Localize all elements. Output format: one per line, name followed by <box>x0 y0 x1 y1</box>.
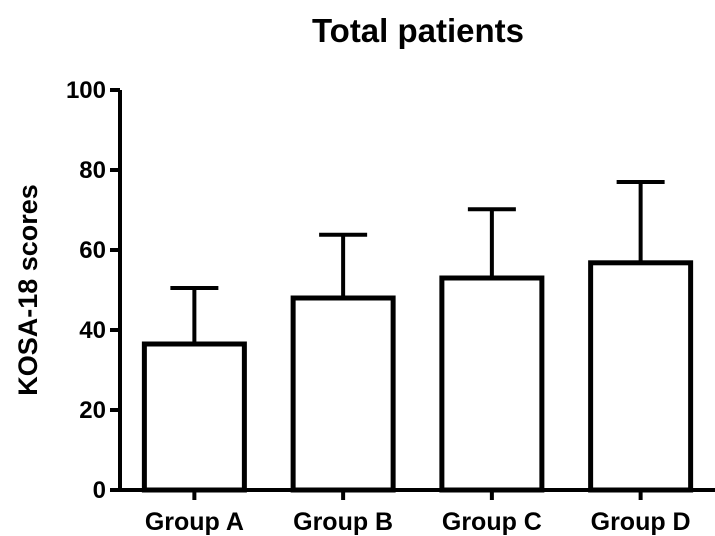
y-tick-label: 80 <box>79 157 106 184</box>
y-tick-label: 60 <box>79 237 106 264</box>
y-tick-label: 100 <box>66 77 106 104</box>
x-tick-label: Group D <box>591 508 691 536</box>
y-tick-label: 0 <box>93 477 106 504</box>
plot-area: 0 20 40 60 80 100 Group A Group B Group C Group D <box>66 77 715 536</box>
y-tick-label: 20 <box>79 397 106 424</box>
x-tick-label: Group A <box>145 508 244 536</box>
y-tick-label: 40 <box>79 317 106 344</box>
x-tick-label: Group C <box>442 508 542 536</box>
y-axis-label: KOSA-18 scores <box>13 184 43 396</box>
bar-group-a <box>141 341 247 493</box>
chart-title: Total patients <box>312 12 524 49</box>
bar-group-b <box>290 295 396 493</box>
bar-group-c <box>439 275 545 493</box>
bar-group-d <box>588 260 694 493</box>
x-tick-label: Group B <box>293 508 393 536</box>
